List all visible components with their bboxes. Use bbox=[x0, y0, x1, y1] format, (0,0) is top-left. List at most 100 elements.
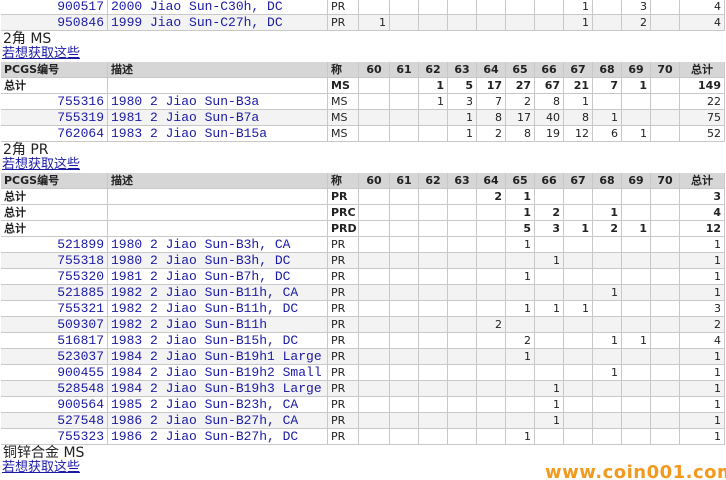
pcgs-id[interactable]: 521899 bbox=[1, 237, 108, 253]
pcgs-id[interactable]: 900517 bbox=[1, 0, 108, 15]
description[interactable]: 2000 Jiao Sun-C30h, DC bbox=[108, 0, 328, 15]
column-header: 69 bbox=[622, 173, 651, 189]
column-header: 64 bbox=[477, 62, 506, 78]
description[interactable]: 1999 Jiao Sun-C27h, DC bbox=[108, 15, 328, 31]
count bbox=[359, 110, 390, 126]
count: 1 bbox=[448, 110, 477, 126]
count bbox=[448, 413, 477, 429]
pcgs-id[interactable]: 762064 bbox=[1, 126, 108, 142]
count bbox=[390, 429, 419, 445]
section-link[interactable]: 若想获取这些 bbox=[2, 157, 81, 172]
description[interactable]: 1981 2 Jiao Sun-B7h, DC bbox=[108, 269, 328, 285]
count: 2 bbox=[477, 189, 506, 205]
count: 1 bbox=[593, 333, 622, 349]
pcgs-id[interactable]: 900455 bbox=[1, 365, 108, 381]
count: 2 bbox=[477, 126, 506, 142]
row-label: 总计 bbox=[1, 78, 108, 94]
count bbox=[622, 189, 651, 205]
data-row: 755323 1986 2 Jiao Sun-B27h, DC PR 1 1 bbox=[1, 429, 725, 445]
count: 1 bbox=[506, 205, 535, 221]
description[interactable]: 1980 2 Jiao Sun-B3a bbox=[108, 94, 328, 110]
pcgs-id[interactable]: 523037 bbox=[1, 349, 108, 365]
count bbox=[535, 429, 564, 445]
count bbox=[593, 269, 622, 285]
description[interactable]: 1980 2 Jiao Sun-B3h, CA bbox=[108, 237, 328, 253]
count bbox=[419, 301, 448, 317]
count bbox=[477, 15, 506, 31]
column-header: 70 bbox=[651, 173, 680, 189]
count bbox=[564, 397, 593, 413]
grade: PR bbox=[328, 333, 359, 349]
data-row: 521899 1980 2 Jiao Sun-B3h, CA PR 1 1 bbox=[1, 237, 725, 253]
pcgs-id[interactable]: 755323 bbox=[1, 429, 108, 445]
grade: MS bbox=[328, 94, 359, 110]
description[interactable]: 1980 2 Jiao Sun-B3h, DC bbox=[108, 253, 328, 269]
count bbox=[506, 15, 535, 31]
description[interactable]: 1983 2 Jiao Sun-B15h, DC bbox=[108, 333, 328, 349]
grade: PR bbox=[328, 189, 359, 205]
column-header: PCGS编号 bbox=[1, 173, 108, 189]
description[interactable]: 1982 2 Jiao Sun-B11h, CA bbox=[108, 285, 328, 301]
pcgs-id[interactable]: 755320 bbox=[1, 269, 108, 285]
count: 5 bbox=[448, 78, 477, 94]
pcgs-id[interactable]: 900564 bbox=[1, 397, 108, 413]
description[interactable]: 1985 2 Jiao Sun-B23h, CA bbox=[108, 397, 328, 413]
count bbox=[564, 365, 593, 381]
description[interactable]: 1982 2 Jiao Sun-B11h, DC bbox=[108, 301, 328, 317]
row-total: 1 bbox=[680, 413, 725, 429]
pcgs-id[interactable]: 755321 bbox=[1, 301, 108, 317]
count: 2 bbox=[622, 15, 651, 31]
description[interactable]: 1983 2 Jiao Sun-B15a bbox=[108, 126, 328, 142]
pcgs-id[interactable]: 755316 bbox=[1, 94, 108, 110]
description[interactable]: 1984 2 Jiao Sun-B19h2 Small bbox=[108, 365, 328, 381]
description[interactable]: 1982 2 Jiao Sun-B11h bbox=[108, 317, 328, 333]
column-header: 称 bbox=[328, 173, 359, 189]
count bbox=[593, 301, 622, 317]
pcgs-id[interactable]: 755319 bbox=[1, 110, 108, 126]
count bbox=[564, 413, 593, 429]
count bbox=[390, 15, 419, 31]
section-link[interactable]: 若想获取这些 bbox=[2, 46, 81, 61]
description[interactable]: 1984 2 Jiao Sun-B19h1 Large bbox=[108, 349, 328, 365]
description[interactable]: 1984 2 Jiao Sun-B19h3 Large bbox=[108, 381, 328, 397]
pcgs-id[interactable]: 516817 bbox=[1, 333, 108, 349]
pcgs-id[interactable]: 950846 bbox=[1, 15, 108, 31]
count bbox=[359, 78, 390, 94]
count bbox=[477, 381, 506, 397]
count bbox=[359, 205, 390, 221]
description[interactable]: 1986 2 Jiao Sun-B27h, DC bbox=[108, 429, 328, 445]
description bbox=[108, 78, 328, 94]
grade: MS bbox=[328, 126, 359, 142]
description[interactable]: 1986 2 Jiao Sun-B27h, CA bbox=[108, 413, 328, 429]
pcgs-id[interactable]: 755318 bbox=[1, 253, 108, 269]
count bbox=[390, 94, 419, 110]
count bbox=[622, 397, 651, 413]
pcgs-id[interactable]: 521885 bbox=[1, 285, 108, 301]
count bbox=[651, 94, 680, 110]
count: 8 bbox=[564, 110, 593, 126]
grade: PR bbox=[328, 317, 359, 333]
grade: PR bbox=[328, 237, 359, 253]
section-link[interactable]: 若想获取这些 bbox=[2, 460, 81, 475]
description[interactable]: 1981 2 Jiao Sun-B7a bbox=[108, 110, 328, 126]
count bbox=[564, 349, 593, 365]
pcgs-id[interactable]: 528548 bbox=[1, 381, 108, 397]
row-total: 1 bbox=[680, 285, 725, 301]
grade: PRC bbox=[328, 205, 359, 221]
count bbox=[448, 189, 477, 205]
count bbox=[390, 381, 419, 397]
count bbox=[593, 429, 622, 445]
count: 67 bbox=[535, 78, 564, 94]
pcgs-id[interactable]: 527548 bbox=[1, 413, 108, 429]
count bbox=[419, 317, 448, 333]
count bbox=[651, 413, 680, 429]
data-row: 755316 1980 2 Jiao Sun-B3a MS 1 3 7 2 8 1 22 bbox=[1, 94, 725, 110]
count: 1 bbox=[564, 15, 593, 31]
count bbox=[419, 349, 448, 365]
pcgs-id[interactable]: 509307 bbox=[1, 317, 108, 333]
count bbox=[506, 397, 535, 413]
data-row: 755320 1981 2 Jiao Sun-B7h, DC PR 1 1 bbox=[1, 269, 725, 285]
count bbox=[535, 189, 564, 205]
count bbox=[564, 429, 593, 445]
